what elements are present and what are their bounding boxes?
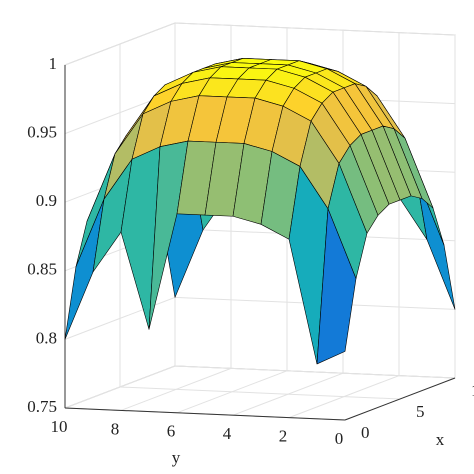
x-axis-label: x [436, 430, 445, 449]
x-tick-label: 0 [361, 423, 370, 442]
x-tick-label: 10 [471, 381, 474, 400]
z-tick-label: 0.9 [36, 191, 57, 210]
surface-patch [316, 208, 357, 365]
y-tick-label: 0 [335, 429, 344, 448]
axis-line [344, 377, 456, 421]
y-tick-label: 2 [279, 427, 288, 446]
y-tick-label: 4 [223, 424, 232, 443]
z-tick-label: 0.85 [27, 260, 57, 279]
y-tick-label: 8 [111, 419, 120, 438]
z-tick-label: 0.8 [36, 328, 57, 347]
z-tick-label: 1 [49, 54, 58, 73]
axis-line [64, 407, 346, 421]
z-tick-label: 0.95 [27, 123, 57, 142]
y-axis-label: y [172, 448, 181, 467]
x-tick-label: 5 [416, 402, 425, 421]
z-tick-label: 0.75 [27, 397, 57, 416]
plot: 0.750.80.850.90.95102468100510 [27, 22, 474, 448]
y-tick-label: 10 [51, 417, 68, 436]
y-tick-label: 6 [167, 422, 176, 441]
